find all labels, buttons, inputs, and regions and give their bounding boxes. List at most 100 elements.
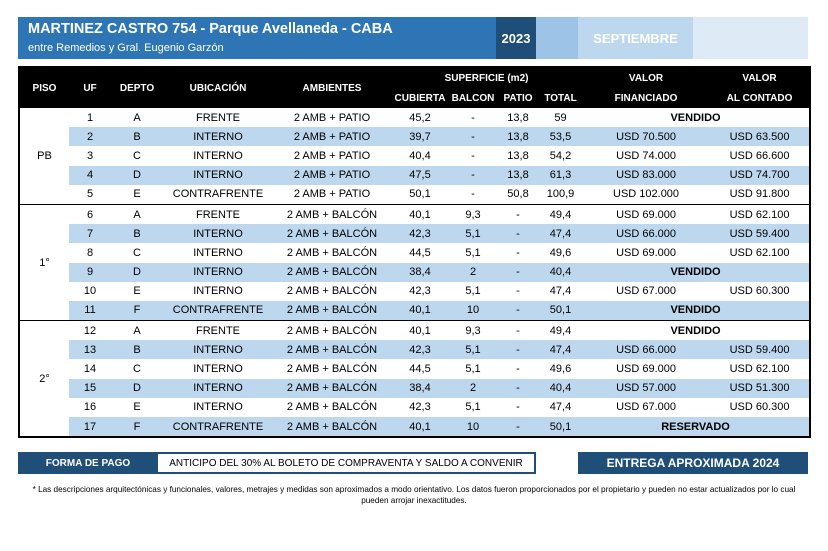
col-piso: PISO	[19, 67, 69, 108]
cell-uf: 14	[69, 359, 111, 379]
cell-uf: 12	[69, 320, 111, 341]
floor-label: PB	[19, 108, 69, 205]
page-subtitle: entre Remedios y Gral. Eugenio Garzón	[28, 42, 224, 54]
cell-depto: B	[111, 127, 163, 147]
cell-ambientes: 2 AMB + BALCÓN	[273, 320, 391, 341]
cell-depto: D	[111, 262, 163, 282]
status-label: VENDIDO	[582, 108, 811, 128]
cell-ambientes: 2 AMB + BALCÓN	[273, 340, 391, 360]
cell-patio: 50,8	[497, 184, 539, 205]
cell-total: 47,4	[539, 340, 583, 360]
cell-contado: USD 51.300	[710, 378, 811, 398]
table-row: 8 C INTERNO 2 AMB + BALCÓN 44,5 5,1-49,6 USD 6…	[19, 243, 811, 263]
cell-depto: F	[111, 417, 163, 438]
cell-contado: USD 60.300	[710, 281, 811, 301]
cell-uf: 15	[69, 378, 111, 398]
table-row: 14 C INTERNO 2 AMB + BALCÓN 44,5 5,1-49,6 USD …	[19, 359, 811, 379]
cell-ubicacion: INTERNO	[163, 243, 273, 263]
col-total: TOTAL	[539, 88, 583, 108]
cell-ubicacion: INTERNO	[163, 224, 273, 244]
cell-ambientes: 2 AMB + PATIO	[273, 165, 391, 185]
cell-cubierta: 50,1	[391, 184, 449, 205]
cell-uf: 7	[69, 224, 111, 244]
cell-contado: USD 74.700	[710, 165, 811, 185]
cell-depto: D	[111, 165, 163, 185]
cell-depto: D	[111, 378, 163, 398]
table-body: PB 1 A FRENTE 2 AMB + PATIO 45,2-13,8 59 VENDID…	[19, 108, 811, 438]
cell-total: 40,4	[539, 378, 583, 398]
cell-cubierta: 44,5	[391, 359, 449, 379]
header-end-block	[693, 17, 808, 59]
cell-ubicacion: INTERNO	[163, 359, 273, 379]
delivery-banner: ENTREGA APROXIMADA 2024	[578, 452, 808, 474]
cell-contado: USD 59.400	[710, 224, 811, 244]
status-label: VENDIDO	[582, 320, 811, 341]
cell-financiado: USD 67.000	[582, 397, 711, 417]
cell-ambientes: 2 AMB + BALCÓN	[273, 281, 391, 301]
cell-contado: USD 91.800	[710, 184, 811, 205]
cell-balcon: 2	[449, 378, 497, 398]
cell-total: 59	[539, 108, 583, 128]
cell-financiado: USD 67.000	[582, 281, 711, 301]
cell-ambientes: 2 AMB + BALCÓN	[273, 397, 391, 417]
cell-ubicacion: CONTRAFRENTE	[163, 417, 273, 438]
cell-financiado: USD 83.000	[582, 165, 711, 185]
cell-depto: B	[111, 224, 163, 244]
month-label: SEPTIEMBRE	[578, 17, 693, 59]
cell-ubicacion: FRENTE	[163, 320, 273, 341]
col-ambientes: AMBIENTES	[273, 67, 391, 108]
header-title-block: MARTINEZ CASTRO 754 - Parque Avellaneda …	[18, 17, 496, 59]
cell-ubicacion: INTERNO	[163, 127, 273, 147]
cell-financiado: USD 70.500	[582, 127, 711, 147]
header-spacer	[536, 17, 578, 59]
cell-uf: 4	[69, 165, 111, 185]
cell-balcon: 9,3	[449, 320, 497, 341]
cell-cubierta: 40,1	[391, 203, 449, 225]
cell-balcon: -	[449, 165, 497, 185]
cell-depto: A	[111, 203, 163, 225]
cell-cubierta: 42,3	[391, 224, 449, 244]
cell-financiado: USD 66.000	[582, 224, 711, 244]
cell-cubierta: 40,1	[391, 417, 449, 438]
table-row: 15 D INTERNO 2 AMB + BALCÓN 38,4 2-40,4 USD 57…	[19, 378, 811, 398]
col-cubierta: CUBIERTA	[391, 88, 449, 108]
cell-total: 54,2	[539, 146, 583, 166]
table-header-row: PISO UF DEPTO UBICACIÓN AMBIENTES SUPERF…	[19, 67, 811, 108]
cell-patio: -	[497, 300, 539, 321]
payment-label: FORMA DE PAGO	[45, 457, 131, 469]
cell-depto: F	[111, 300, 163, 321]
cell-depto: C	[111, 243, 163, 263]
cell-balcon: -	[449, 108, 497, 128]
cell-uf: 13	[69, 340, 111, 360]
cell-balcon: 2	[449, 262, 497, 282]
cell-patio: -	[497, 203, 539, 225]
header-banner: MARTINEZ CASTRO 754 - Parque Avellaneda …	[18, 17, 808, 59]
cell-depto: E	[111, 281, 163, 301]
table-row: 11 F CONTRAFRENTE 2 AMB + BALCÓN 40,1 10-50,1…	[19, 300, 811, 321]
cell-ambientes: 2 AMB + BALCÓN	[273, 203, 391, 225]
cell-balcon: 5,1	[449, 243, 497, 263]
cell-depto: C	[111, 146, 163, 166]
units-table: PISO UF DEPTO UBICACIÓN AMBIENTES SUPERF…	[18, 66, 812, 439]
cell-balcon: 5,1	[449, 397, 497, 417]
cell-depto: C	[111, 359, 163, 379]
table-row: 16 E INTERNO 2 AMB + BALCÓN 42,3 5,1-47,4 USD …	[19, 397, 811, 417]
cell-ambientes: 2 AMB + BALCÓN	[273, 243, 391, 263]
table-row: 2 B INTERNO 2 AMB + PATIO 39,7-13,8 53,5 USD 7…	[19, 127, 811, 147]
col-balcon: BALCON	[449, 88, 497, 108]
cell-ubicacion: INTERNO	[163, 397, 273, 417]
table-row: 13 B INTERNO 2 AMB + BALCÓN 42,3 5,1-47,4 USD …	[19, 340, 811, 360]
cell-ubicacion: INTERNO	[163, 262, 273, 282]
cell-depto: E	[111, 397, 163, 417]
table-row: PB 1 A FRENTE 2 AMB + PATIO 45,2-13,8 59 VENDID…	[19, 108, 811, 205]
table-subheader-row: CUBIERTA BALCON PATIO TOTAL FINANCIADO A…	[19, 88, 811, 108]
cell-ambientes: 2 AMB + BALCÓN	[273, 262, 391, 282]
table-row: 17 F CONTRAFRENTE 2 AMB + BALCÓN 40,1 10-50,1…	[19, 417, 811, 438]
cell-depto: A	[111, 108, 163, 128]
cell-uf: 11	[69, 300, 111, 321]
cell-balcon: 10	[449, 417, 497, 438]
cell-total: 49,4	[539, 320, 583, 341]
cell-patio: -	[497, 417, 539, 438]
cell-ubicacion: FRENTE	[163, 203, 273, 225]
cell-ambientes: 2 AMB + PATIO	[273, 127, 391, 147]
